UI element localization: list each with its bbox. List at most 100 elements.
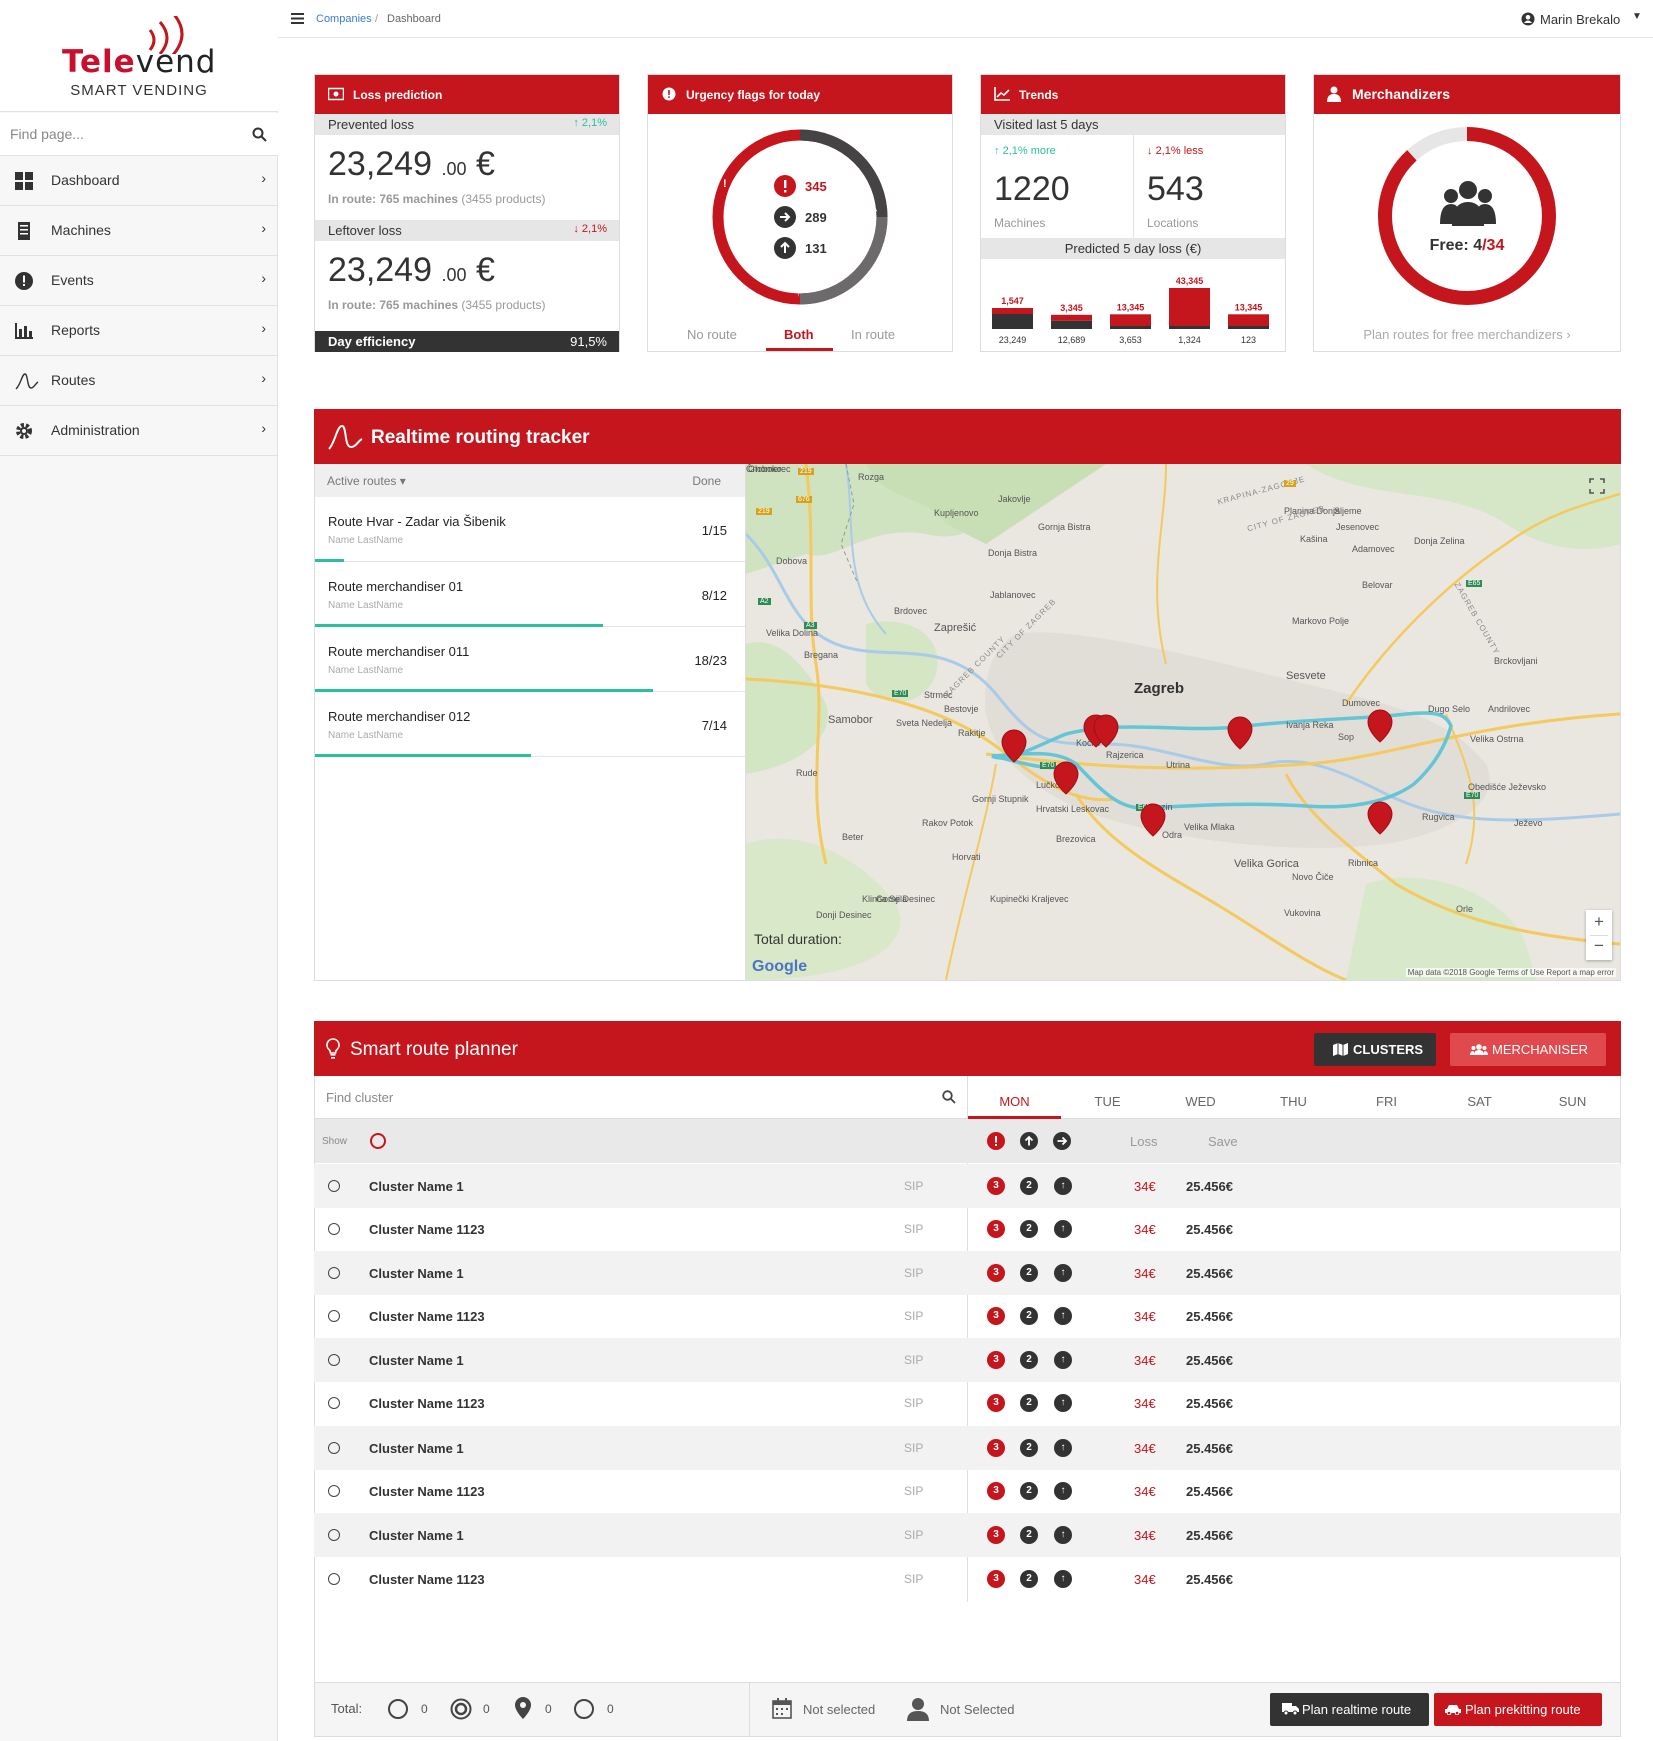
cluster-row[interactable]: Cluster Name 1 SIP 3 2 ↑ 34€ 25.456€ (314, 1513, 1621, 1557)
day-tab-mon[interactable]: MON (999, 1094, 1030, 1109)
cluster-loss: 34€ (1134, 1222, 1156, 1237)
cluster-sip: SIP (904, 1266, 924, 1280)
next-count: 289 (805, 210, 827, 225)
plan-free-link[interactable]: Plan routes for free merchandizers › (1363, 327, 1571, 342)
divider (745, 464, 746, 980)
map-place-label: Gornji Stupnik (972, 794, 1029, 804)
tab-both[interactable]: Both (784, 327, 814, 342)
logo[interactable]: Televend SMART VENDING (0, 0, 278, 112)
cluster-row[interactable]: Cluster Name 1 SIP 3 2 ↑ 34€ 25.456€ (314, 1338, 1621, 1382)
map-place-label: Brezovica (1056, 834, 1096, 844)
map-pin-icon[interactable] (1140, 803, 1166, 837)
select-all-radio[interactable] (370, 1133, 386, 1149)
cluster-radio[interactable] (328, 1442, 340, 1454)
sidebar-item-events[interactable]: Events › (0, 256, 278, 306)
map-pin-icon[interactable] (1227, 716, 1253, 750)
search-icon[interactable] (252, 127, 267, 142)
route-row[interactable]: Route merchandiser 012 Name LastName 7/14 (315, 692, 747, 757)
route-row[interactable]: Route merchandiser 011 Name LastName 18/23 (315, 627, 747, 692)
user-name[interactable]: Marin Brekalo (1540, 12, 1621, 27)
predicted-row: Predicted 5 day loss (€) (981, 238, 1285, 259)
cluster-radio[interactable] (328, 1310, 340, 1322)
person-icon[interactable] (907, 1697, 929, 1721)
cluster-row[interactable]: Cluster Name 1 SIP 3 2 ↑ 34€ 25.456€ (314, 1251, 1621, 1295)
route-progress-bar (315, 689, 653, 692)
cluster-row[interactable]: Cluster Name 1 SIP 3 2 ↑ 34€ 25.456€ (314, 1426, 1621, 1470)
merchandizers-used-arc (1378, 127, 1556, 305)
sidebar-item-machines[interactable]: Machines › (0, 206, 278, 256)
map-place-label: Orle (1456, 904, 1474, 914)
prevented-label: Prevented loss (328, 117, 414, 132)
active-routes-dropdown[interactable]: Active routes ▾ (327, 474, 406, 488)
cluster-radio[interactable] (328, 1267, 340, 1279)
critical-count-badge: 3 (987, 1482, 1005, 1500)
calendar-icon[interactable] (772, 1698, 792, 1719)
day-tab-thu[interactable]: THU (1280, 1094, 1307, 1109)
person-not-selected[interactable]: Not Selected (940, 1702, 1015, 1717)
date-not-selected[interactable]: Not selected (803, 1702, 876, 1717)
prevented-loss-bar (992, 314, 1033, 329)
cluster-row[interactable]: Cluster Name 1 SIP 3 2 ↑ 34€ 25.456€ (314, 1164, 1621, 1208)
day-tab-fri[interactable]: FRI (1376, 1094, 1397, 1109)
day-tab-sat[interactable]: SAT (1467, 1094, 1492, 1109)
map-place-label: Kašina (1300, 534, 1328, 544)
map-pin-icon[interactable] (1053, 761, 1079, 795)
card-header: Urgency flags for today (648, 75, 952, 114)
day-tab-wed[interactable]: WED (1185, 1094, 1216, 1109)
cluster-radio[interactable] (328, 1223, 340, 1235)
day-tab-tue[interactable]: TUE (1094, 1094, 1121, 1109)
cluster-row[interactable]: Cluster Name 1123 SIP 3 2 ↑ 34€ 25.456€ (314, 1469, 1621, 1513)
caret-down-icon[interactable]: ▼ (1632, 11, 1642, 22)
map-pin-icon[interactable] (1367, 801, 1393, 835)
zoom-in-button[interactable]: + (1594, 912, 1604, 931)
bar-bottom-label: 23,249 (999, 335, 1027, 345)
cluster-radio[interactable] (328, 1573, 340, 1585)
find-cluster-input[interactable]: Find cluster (315, 1076, 967, 1119)
breadcrumb-companies[interactable]: Companies (316, 13, 372, 25)
cluster-radio[interactable] (328, 1180, 340, 1192)
sidebar-item-reports[interactable]: Reports › (0, 306, 278, 356)
menu-icon[interactable] (291, 13, 304, 24)
cluster-row[interactable]: Cluster Name 1123 SIP 3 2 ↑ 34€ 25.456€ (314, 1381, 1621, 1425)
map-canvas[interactable] (746, 464, 1620, 980)
cluster-loss: 34€ (1134, 1266, 1156, 1281)
cluster-radio[interactable] (328, 1397, 340, 1409)
locations-change-value: 2,1% less (1155, 145, 1204, 157)
tab-no-route[interactable]: No route (687, 327, 737, 342)
zoom-out-button[interactable]: − (1594, 936, 1604, 955)
free-value: 4 (1473, 237, 1483, 254)
cluster-row[interactable]: Cluster Name 1123 SIP 3 2 ↑ 34€ 25.456€ (314, 1557, 1621, 1601)
fullscreen-icon[interactable] (1589, 478, 1605, 494)
plan-prekitting-button[interactable]: Plan prekitting route (1434, 1693, 1602, 1726)
plan-realtime-button[interactable]: Plan realtime route (1270, 1693, 1429, 1726)
map-pin-icon[interactable] (1093, 714, 1119, 748)
route-row[interactable]: Route Hvar - Zadar via Šibenik Name LastN… (315, 497, 747, 562)
machines-value: 1220 (994, 170, 1070, 208)
cluster-row[interactable]: Cluster Name 1123 SIP 3 2 ↑ 34€ 25.456€ (314, 1294, 1621, 1338)
cluster-radio[interactable] (328, 1354, 340, 1366)
leftover-products: (3455 products) (461, 298, 546, 312)
cluster-radio[interactable] (328, 1485, 340, 1497)
sidebar-item-administration[interactable]: Administration › (0, 406, 278, 456)
sidebar-item-routes[interactable]: Routes › (0, 356, 278, 406)
tab-in-route[interactable]: In route (851, 327, 896, 342)
clusters-button[interactable]: CLUSTERS (1314, 1033, 1436, 1066)
cluster-radio[interactable] (328, 1529, 340, 1541)
map-pin-icon[interactable] (1001, 729, 1027, 763)
search-icon[interactable] (942, 1090, 956, 1104)
cluster-save: 25.456€ (1186, 1441, 1233, 1456)
route-row[interactable]: Route merchandiser 01 Name LastName 8/12 (315, 562, 747, 627)
sidebar-item-dashboard[interactable]: Dashboard › (0, 156, 278, 206)
gear-icon (16, 423, 32, 439)
chevron-right-icon: › (261, 270, 266, 286)
bar-top-label: 1,547 (1001, 296, 1024, 306)
secondary-count-badge: 2 (1020, 1177, 1038, 1195)
map-attribution[interactable]: Map data ©2018 Google Terms of Use Repor… (1405, 968, 1616, 977)
cluster-row[interactable]: Cluster Name 1123 SIP 3 2 ↑ 34€ 25.456€ (314, 1207, 1621, 1251)
day-tab-sun[interactable]: SUN (1558, 1094, 1587, 1109)
route-map[interactable]: Zagreb Zaprešić Samobor Sesvete Velika Goric… (746, 464, 1620, 980)
page-search-input[interactable]: Find page... (0, 113, 278, 156)
map-place-label: Velika Ostrna (1470, 734, 1524, 744)
map-pin-icon[interactable] (1367, 709, 1393, 743)
merchaniser-button[interactable]: MERCHANISER (1450, 1033, 1606, 1066)
